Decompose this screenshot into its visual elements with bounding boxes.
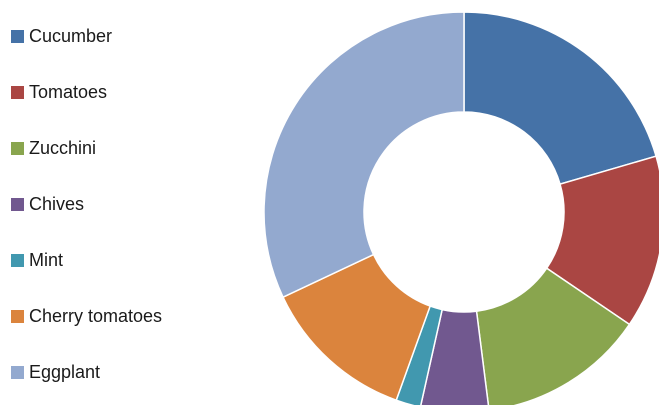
legend-swatch	[11, 197, 24, 211]
legend-label: Mint	[29, 249, 64, 270]
legend-item: Tomatoes	[11, 64, 162, 120]
legend-label: Cherry tomatoes	[29, 305, 163, 326]
donut-slice-zucchini	[475, 267, 631, 405]
donut-slice-eggplant	[263, 11, 465, 299]
donut-slice-cucumber	[463, 11, 657, 186]
legend-swatch	[11, 141, 24, 155]
legend-item: Cherry tomatoes	[11, 288, 162, 344]
legend-swatch	[11, 85, 24, 99]
legend-swatch	[11, 29, 24, 43]
legend-label: Cucumber	[29, 25, 113, 46]
legend-item: Cucumber	[11, 8, 162, 64]
legend-item: Eggplant	[11, 344, 162, 400]
legend-label: Chives	[29, 193, 85, 214]
legend-swatch	[11, 253, 24, 267]
legend-item: Chives	[11, 176, 162, 232]
legend-swatch	[11, 309, 24, 323]
legend-label: Tomatoes	[29, 81, 108, 102]
legend-swatch	[11, 365, 24, 379]
chart-legend: Cucumber Tomatoes Zucchini Chives Mint C…	[11, 8, 162, 400]
legend-item: Zucchini	[11, 120, 162, 176]
legend-item: Mint	[11, 232, 162, 288]
legend-label: Eggplant	[29, 361, 101, 382]
legend-label: Zucchini	[29, 137, 97, 158]
